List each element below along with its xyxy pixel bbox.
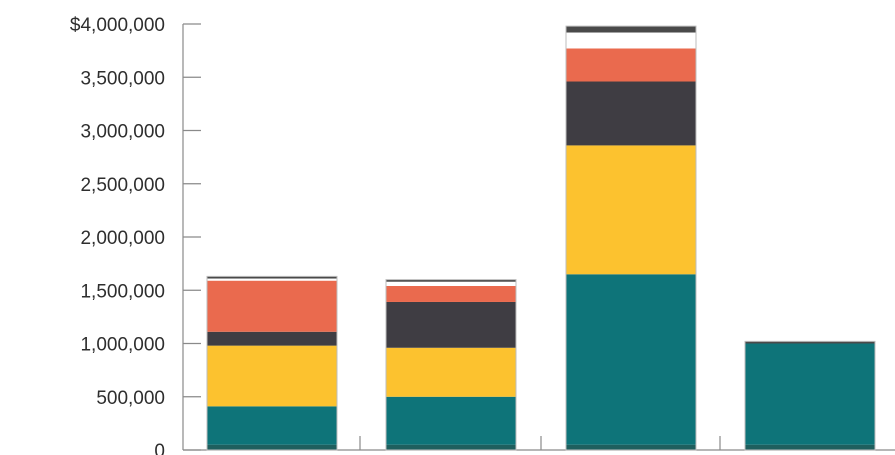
bar-segment [566, 26, 696, 33]
bar-stacks [206, 25, 876, 451]
bar-segment [566, 81, 696, 146]
bar-outline [206, 275, 338, 451]
bar-segment [386, 444, 516, 450]
bar-segment [207, 406, 337, 445]
bar-segment [566, 274, 696, 445]
bar-stack [744, 340, 876, 451]
bar-outline [565, 25, 697, 451]
bar-segment [207, 444, 337, 450]
bar-outline [385, 279, 517, 451]
y-tick-label: 2,000,000 [80, 228, 165, 249]
bar-segment [566, 32, 696, 49]
bar-stack [565, 25, 697, 451]
y-tick-label: $4,000,000 [70, 15, 165, 36]
bar-segment [386, 347, 516, 397]
bar-segment [386, 285, 516, 302]
bar-segment [566, 444, 696, 450]
bar-segment [386, 279, 516, 282]
y-tick-label: 3,500,000 [80, 68, 165, 89]
bar-segment [745, 341, 875, 344]
y-tick-label: 1,000,000 [80, 335, 165, 356]
bar-outline [744, 340, 876, 451]
y-tick-label: 1,500,000 [80, 281, 165, 302]
bar-segment [207, 280, 337, 332]
bar-segment [745, 444, 875, 450]
y-tick-label: 500,000 [96, 388, 165, 409]
bar-segment [745, 343, 875, 445]
y-axis: 0 500,000 1,000,000 1,500,000 2,000,000 2,500… [70, 15, 201, 455]
bar-segment [566, 48, 696, 82]
bar-segment [207, 278, 337, 281]
y-tick-label: 3,000,000 [80, 122, 165, 143]
bar-stack [385, 279, 517, 451]
bar-segment [386, 301, 516, 348]
bar-segment [566, 145, 696, 275]
y-tick-label: 0 [154, 441, 165, 455]
bar-segment [386, 396, 516, 445]
bar-segment [207, 276, 337, 279]
bar-segment [207, 331, 337, 346]
bar-stack [206, 275, 338, 451]
y-tick-label: 2,500,000 [80, 175, 165, 196]
bar-segment [207, 345, 337, 407]
bar-segment [386, 281, 516, 286]
